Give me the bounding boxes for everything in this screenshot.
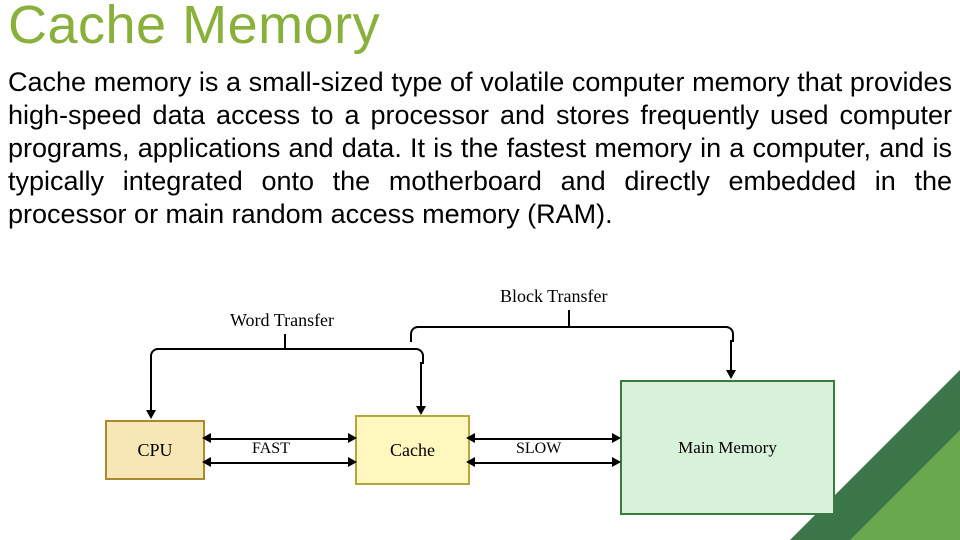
bracket2-right-line [730,340,732,372]
cache-main-arrow-r2 [612,457,621,467]
bracket2-stem [568,310,570,326]
word-transfer-bracket [150,348,424,364]
cache-main-arrow-l2 [466,457,475,467]
cpu-cache-arrow-r [348,433,357,443]
cache-block: Cache [355,415,470,485]
slow-label: SLOW [516,440,561,458]
bracket-stem [284,334,286,348]
bracket-right-arrow [416,406,426,415]
cache-diagram: Word Transfer Block Transfer CPU Cache M… [100,290,840,520]
cache-main-line-bot [474,462,614,464]
corner-accent-light [850,430,960,540]
block-transfer-bracket [410,326,734,342]
slide: Cache Memory Cache memory is a small-siz… [0,0,960,540]
bracket2-right-arrow [726,370,736,379]
fast-label: FAST [252,440,290,458]
cpu-cache-line-bot [210,462,350,464]
cpu-cache-arrow-r2 [348,457,357,467]
bracket-left-line [150,362,152,412]
block-transfer-label: Block Transfer [500,286,608,307]
cpu-cache-arrow-l [202,433,211,443]
body-paragraph: Cache memory is a small-sized type of vo… [8,66,952,231]
bracket-right-line [420,362,422,408]
bracket-left-arrow [146,410,156,419]
cpu-cache-arrow-l2 [202,457,211,467]
page-title: Cache Memory [8,0,380,56]
main-memory-block: Main Memory [620,380,835,515]
cpu-block: CPU [105,420,205,480]
cache-main-arrow-r [612,433,621,443]
word-transfer-label: Word Transfer [230,310,334,331]
cache-main-arrow-l [466,433,475,443]
